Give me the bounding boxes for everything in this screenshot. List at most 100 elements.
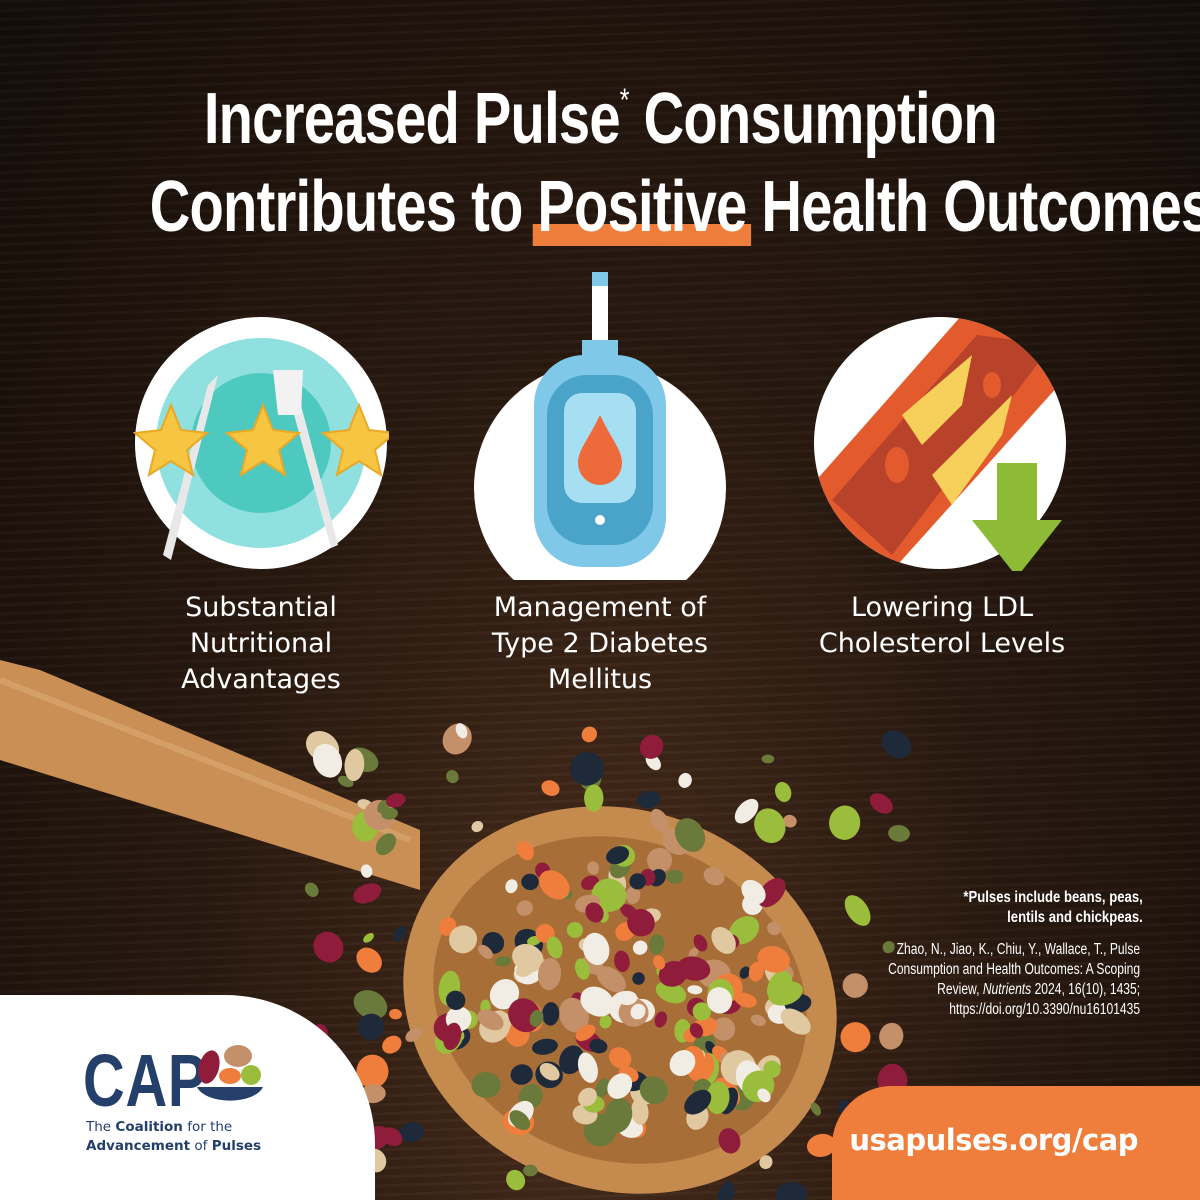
bean [471, 1072, 501, 1098]
bean [665, 869, 684, 884]
pulse-bowl-logo-icon [197, 1045, 263, 1101]
bean [516, 900, 534, 916]
bean [639, 734, 664, 759]
bean [783, 814, 797, 828]
bean [684, 1089, 712, 1115]
logo-panel [0, 995, 375, 1200]
bean [542, 1002, 560, 1026]
bean [546, 936, 563, 959]
caption-line: Type 2 Diabetes [491, 628, 709, 659]
bean [559, 1045, 584, 1075]
bean [806, 1133, 836, 1157]
bean [449, 925, 478, 954]
citation-line: Zhao, N., Jiao, K., Chiu, Y., Wallace, T… [896, 941, 1140, 958]
bean [344, 749, 365, 782]
bean [689, 1023, 704, 1039]
doi-link[interactable]: https://doi.org/10.3390/nu16101435 [949, 1001, 1140, 1018]
bean [650, 808, 669, 833]
bean [356, 947, 382, 973]
bean [767, 921, 781, 936]
bean [443, 1022, 462, 1051]
headline-text: Increased Pulse [203, 79, 620, 159]
tagline-text: Advancement [86, 1138, 191, 1154]
plate-stars-icon [133, 317, 389, 569]
bean [653, 955, 666, 970]
headline-line-1: Increased Pulse* Consumption [0, 78, 1200, 160]
glucose-meter-icon [474, 272, 726, 580]
bean [575, 1024, 596, 1042]
bean [589, 1038, 608, 1054]
bean [353, 883, 382, 904]
bean [711, 926, 736, 954]
bean [869, 793, 893, 814]
bean [631, 1098, 649, 1125]
bean [477, 1009, 504, 1031]
bean [599, 1015, 612, 1029]
bean [363, 933, 374, 943]
logo-tagline-2: Advancement of Pulses [86, 1138, 261, 1154]
footnote-asterisk: * [619, 82, 629, 118]
bean [509, 1110, 531, 1131]
bean [604, 1097, 633, 1134]
tagline-text: Coalition [115, 1119, 183, 1135]
bean [375, 833, 397, 856]
bean [767, 970, 793, 1003]
bean [639, 1076, 668, 1105]
bean [489, 979, 520, 1010]
bean [304, 882, 319, 897]
bean [718, 1181, 735, 1200]
bean [606, 846, 630, 865]
artery-cholesterol-icon [814, 317, 1066, 571]
caption-line: Substantial [185, 592, 337, 623]
bean [761, 754, 775, 764]
bean [632, 972, 645, 985]
bean [559, 997, 589, 1033]
bean [829, 805, 861, 840]
journal-name: Nutrients [982, 981, 1032, 998]
bean [712, 1017, 736, 1041]
bean [577, 1052, 598, 1083]
headline-line-2: Contributes to Positive Health Outcomes [0, 166, 1200, 248]
bean [669, 1050, 696, 1077]
bean [741, 879, 766, 905]
bean [596, 966, 626, 993]
bean [608, 1047, 632, 1069]
bean [532, 1038, 558, 1055]
bean [750, 1014, 766, 1027]
bean [405, 1027, 422, 1042]
bean [632, 940, 648, 955]
bean [780, 1008, 811, 1035]
bean [595, 1078, 610, 1098]
bean [515, 963, 534, 977]
bean [529, 1009, 544, 1027]
bean [840, 1022, 871, 1053]
bean [539, 870, 570, 900]
bean [510, 1064, 533, 1085]
bean [881, 730, 912, 759]
bean [706, 1081, 730, 1115]
bean [844, 895, 871, 926]
bean [446, 990, 466, 1011]
tagline-text: The [86, 1119, 116, 1135]
bean [312, 743, 343, 778]
bean [607, 1073, 633, 1099]
bean [517, 841, 534, 861]
bean [757, 945, 790, 973]
bean [636, 791, 661, 809]
bean [674, 818, 706, 852]
bean [842, 973, 868, 998]
bean [693, 934, 708, 952]
website-link[interactable]: usapulses.org/cap [849, 1123, 1138, 1157]
tagline-text: Pulses [211, 1138, 262, 1154]
bean [677, 956, 711, 981]
bean [521, 873, 539, 891]
bean [759, 1155, 773, 1170]
citation: Zhao, N., Jiao, K., Chiu, Y., Wallace, T… [888, 940, 1140, 1020]
bean [882, 941, 895, 954]
citation-line: Consumption and Health Outcomes: A Scopi… [887, 961, 1140, 978]
bean [888, 824, 910, 842]
benefit-caption-diabetes: Management of Type 2 Diabetes Mellitus [440, 590, 760, 698]
footnote-line: lentils and chickpeas. [1007, 909, 1143, 926]
bean [478, 944, 493, 959]
